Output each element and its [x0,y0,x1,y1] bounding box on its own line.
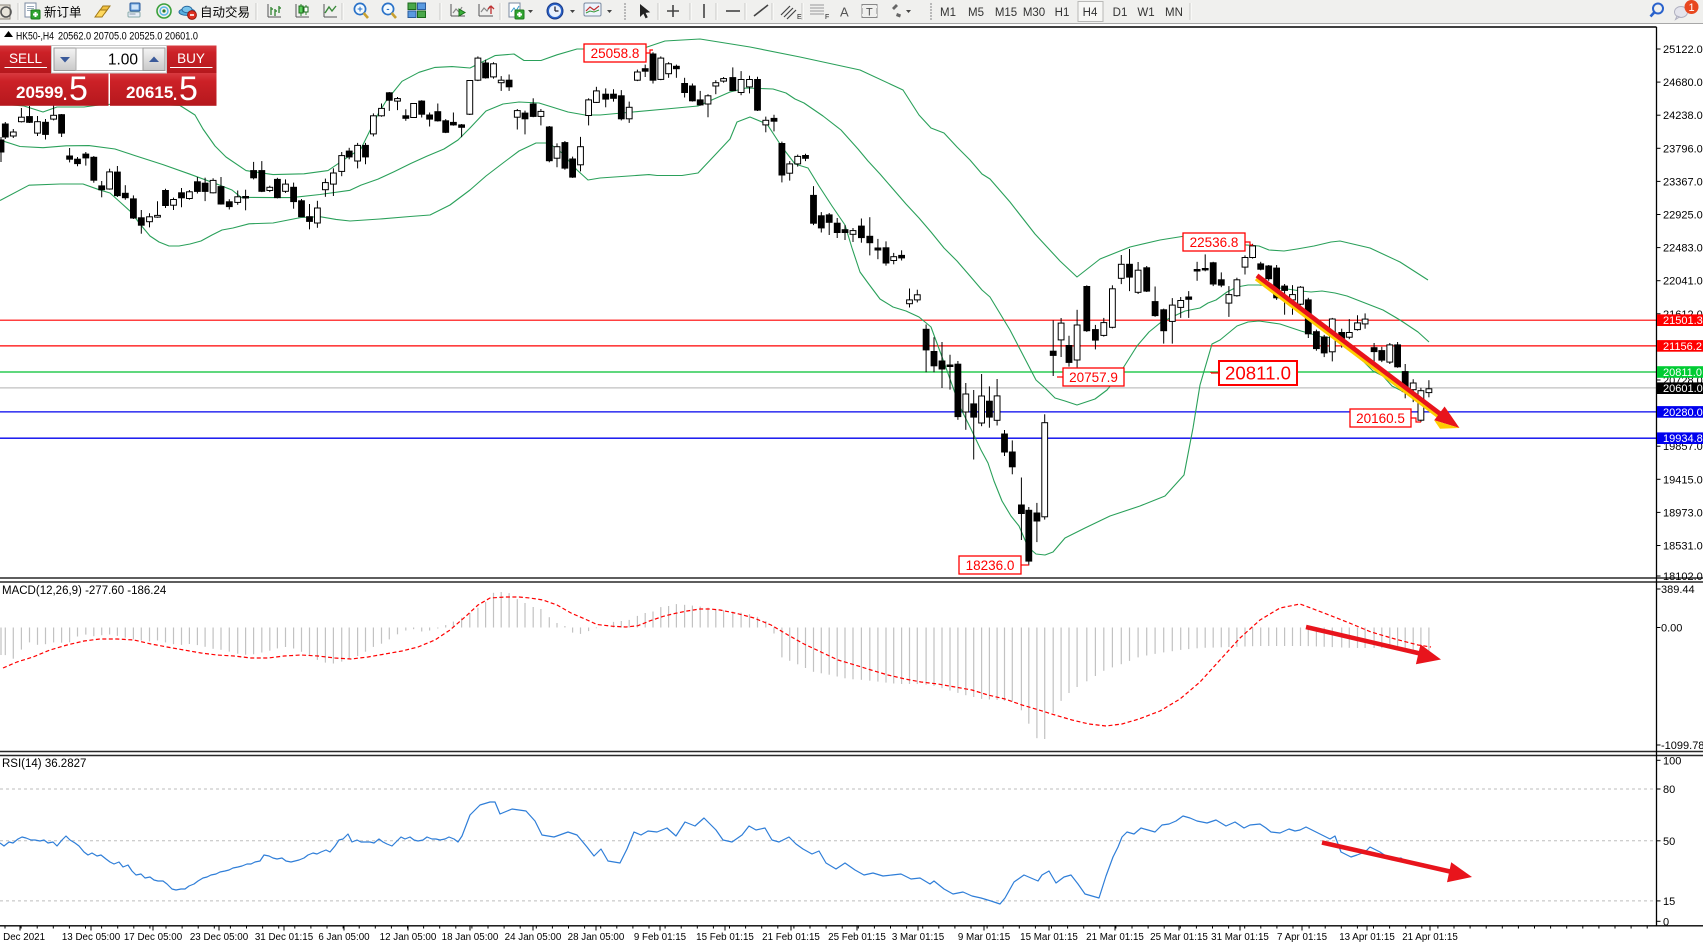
svg-text:18 Jan 05:00: 18 Jan 05:00 [442,932,499,943]
svg-text:19857.0: 19857.0 [1663,441,1703,453]
svg-text:13 Dec 05:00: 13 Dec 05:00 [62,932,121,943]
svg-text:H4: H4 [1083,7,1098,19]
svg-text:3 Mar 01:15: 3 Mar 01:15 [892,932,945,943]
svg-text:22536.8: 22536.8 [1190,235,1239,250]
svg-text:100: 100 [1663,755,1681,767]
svg-text:22483.0: 22483.0 [1663,243,1703,255]
svg-text:20280.0: 20280.0 [1663,407,1703,419]
svg-text:D1: D1 [1113,7,1128,19]
svg-text:F: F [825,14,829,21]
svg-text:-: - [386,4,389,15]
svg-text:20160.5: 20160.5 [1356,411,1405,426]
svg-text:23 Dec 05:00: 23 Dec 05:00 [190,932,249,943]
svg-text:15 Feb 01:15: 15 Feb 01:15 [696,932,754,943]
svg-text:1: 1 [1688,2,1694,14]
svg-text:25 Mar 01:15: 25 Mar 01:15 [1150,932,1208,943]
svg-text:MACD(12,26,9) -277.60 -186.24: MACD(12,26,9) -277.60 -186.24 [2,585,167,597]
svg-text:BUY: BUY [177,51,205,66]
svg-text:H1: H1 [1055,7,1070,19]
svg-text:RSI(14) 36.2827: RSI(14) 36.2827 [2,758,86,770]
svg-text:389.44: 389.44 [1661,584,1695,596]
svg-text:SELL: SELL [9,51,43,66]
svg-text:15 Mar 01:15: 15 Mar 01:15 [1020,932,1078,943]
svg-text:M30: M30 [1023,7,1045,19]
svg-text:19934.8: 19934.8 [1663,433,1703,445]
svg-text:80: 80 [1663,784,1675,796]
svg-text:21501.3: 21501.3 [1663,315,1703,327]
svg-text:W1: W1 [1137,7,1154,19]
svg-text:28 Jan 05:00: 28 Jan 05:00 [568,932,625,943]
svg-text:21 Mar 01:15: 21 Mar 01:15 [1086,932,1144,943]
svg-text:M1: M1 [940,7,956,19]
svg-text:5: 5 [69,70,88,108]
svg-text:-1099.78: -1099.78 [1661,740,1703,752]
svg-text:20601.0: 20601.0 [1663,383,1703,395]
svg-text:0.00: 0.00 [1661,623,1682,635]
svg-text:E: E [797,14,802,21]
svg-text:50: 50 [1663,836,1675,848]
svg-text:20757.9: 20757.9 [1069,370,1118,385]
svg-text:13 Apr 01:15: 13 Apr 01:15 [1339,932,1395,943]
svg-text:6 Jan 05:00: 6 Jan 05:00 [318,932,370,943]
svg-text:25122.0: 25122.0 [1663,44,1703,56]
svg-text:A: A [840,5,849,20]
svg-text:22041.0: 22041.0 [1663,276,1703,288]
svg-text:24 Jan 05:00: 24 Jan 05:00 [505,932,562,943]
svg-text:新订单: 新订单 [44,5,82,20]
svg-text:20615: 20615 [126,83,173,102]
svg-text:7 Apr 01:15: 7 Apr 01:15 [1277,932,1328,943]
svg-text:22925.0: 22925.0 [1663,210,1703,222]
svg-text:25 Feb 01:15: 25 Feb 01:15 [828,932,886,943]
svg-text:24680.0: 24680.0 [1663,77,1703,89]
svg-text:20562.0 20705.0 20525.0 20601.: 20562.0 20705.0 20525.0 20601.0 [58,31,198,43]
svg-text:31 Mar 01:15: 31 Mar 01:15 [1211,932,1269,943]
svg-text:.: . [172,80,178,105]
svg-text:31 Dec 01:15: 31 Dec 01:15 [255,932,314,943]
svg-text:MN: MN [1165,7,1183,19]
svg-text:0: 0 [1663,916,1669,928]
svg-text:18236.0: 18236.0 [966,558,1015,573]
svg-text:23796.0: 23796.0 [1663,143,1703,155]
svg-text:20811.0: 20811.0 [1225,364,1291,384]
svg-text:17 Dec 05:00: 17 Dec 05:00 [124,932,183,943]
svg-text:12 Jan 05:00: 12 Jan 05:00 [380,932,437,943]
svg-text:M5: M5 [968,7,984,19]
svg-text:21 Apr 01:15: 21 Apr 01:15 [1402,932,1458,943]
svg-text:23367.0: 23367.0 [1663,176,1703,188]
svg-text:.: . [62,80,68,105]
svg-text:21156.2: 21156.2 [1663,341,1702,353]
svg-text:HK50-,H4: HK50-,H4 [16,31,54,43]
svg-text:5: 5 [179,70,198,108]
svg-text:7 Dec 2021: 7 Dec 2021 [0,932,45,943]
svg-text:1.00: 1.00 [108,52,139,69]
svg-text:24238.0: 24238.0 [1663,110,1703,122]
svg-text:18973.0: 18973.0 [1663,507,1703,519]
svg-text:+: + [357,4,363,15]
svg-text:9 Mar 01:15: 9 Mar 01:15 [958,932,1011,943]
svg-text:19415.0: 19415.0 [1663,474,1703,486]
svg-text:25058.8: 25058.8 [591,46,640,61]
svg-text:21 Feb 01:15: 21 Feb 01:15 [762,932,820,943]
svg-text:20811.0: 20811.0 [1663,367,1702,379]
svg-text:18531.0: 18531.0 [1663,541,1703,553]
svg-text:M15: M15 [995,7,1017,19]
svg-text:自动交易: 自动交易 [200,5,250,20]
svg-text:18102.0: 18102.0 [1663,571,1703,583]
svg-text:T: T [866,7,873,19]
svg-text:9 Feb 01:15: 9 Feb 01:15 [634,932,687,943]
svg-text:15: 15 [1663,896,1675,908]
svg-text:20599: 20599 [16,83,63,102]
